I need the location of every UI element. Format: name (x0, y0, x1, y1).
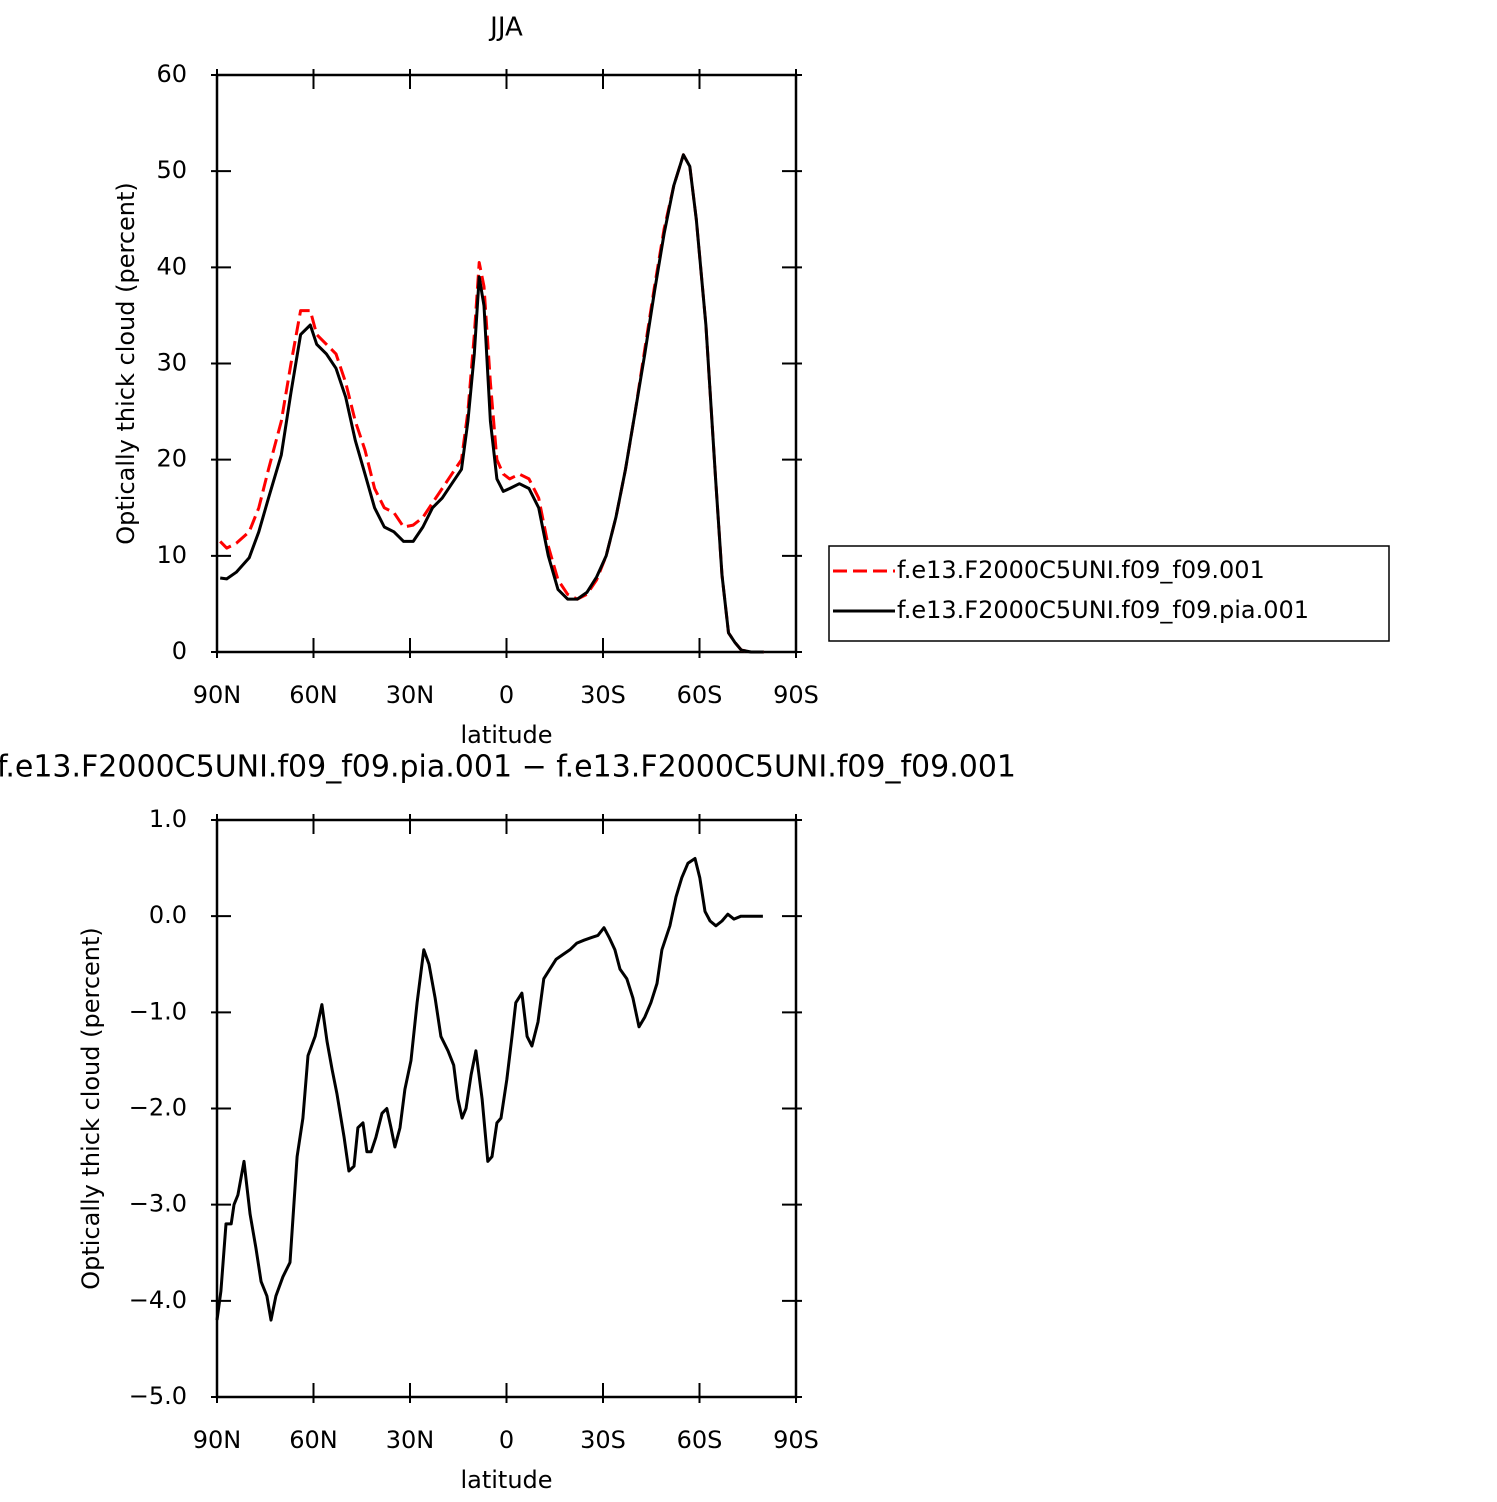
x-tick-label: 90S (773, 681, 819, 709)
x-tick-label: 60S (677, 1426, 723, 1454)
y-tick-label: 40 (156, 252, 187, 280)
x-tick-label: 0 (499, 681, 514, 709)
chart-title: JJA (488, 13, 523, 43)
y-tick-label: −5.0 (129, 1382, 187, 1410)
x-tick-label: 30N (386, 681, 435, 709)
x-tick-label: 30S (580, 681, 626, 709)
x-tick-label: 30N (386, 1426, 435, 1454)
y-tick-label: −4.0 (129, 1286, 187, 1314)
y-tick-label: −2.0 (129, 1094, 187, 1122)
y-tick-label: 50 (156, 156, 187, 184)
y-tick-label: −1.0 (129, 997, 187, 1025)
y-tick-label: 0 (172, 637, 187, 665)
x-tick-label: 60N (289, 681, 338, 709)
x-axis-label: latitude (460, 721, 552, 749)
x-tick-label: 90N (193, 681, 242, 709)
y-tick-label: 60 (156, 60, 187, 88)
data-line (219, 153, 764, 654)
x-tick-label: 0 (499, 1426, 514, 1454)
legend-box (828, 545, 1390, 642)
data-line (215, 857, 763, 1322)
y-axis-label: Optically thick cloud (percent) (112, 182, 140, 545)
y-tick-label: −3.0 (129, 1190, 187, 1218)
y-axis-label: Optically thick cloud (percent) (77, 927, 105, 1290)
y-tick-label: 10 (156, 541, 187, 569)
legend-label: f.e13.F2000C5UNI.f09_f09.pia.001 (897, 596, 1309, 624)
legend-label: f.e13.F2000C5UNI.f09_f09.001 (897, 556, 1265, 584)
data-line (219, 153, 764, 654)
x-tick-label: 90N (193, 1426, 242, 1454)
y-tick-label: 30 (156, 349, 187, 377)
y-tick-label: 20 (156, 445, 187, 473)
x-tick-label: 60N (289, 1426, 338, 1454)
x-tick-label: 90S (773, 1426, 819, 1454)
y-tick-label: 0.0 (149, 901, 187, 929)
x-tick-label: 60S (677, 681, 723, 709)
x-tick-label: 30S (580, 1426, 626, 1454)
chart-title: f.e13.F2000C5UNI.f09_f09.pia.001 − f.e13… (0, 750, 1016, 785)
y-tick-label: 1.0 (149, 805, 187, 833)
x-axis-label: latitude (460, 1466, 552, 1494)
